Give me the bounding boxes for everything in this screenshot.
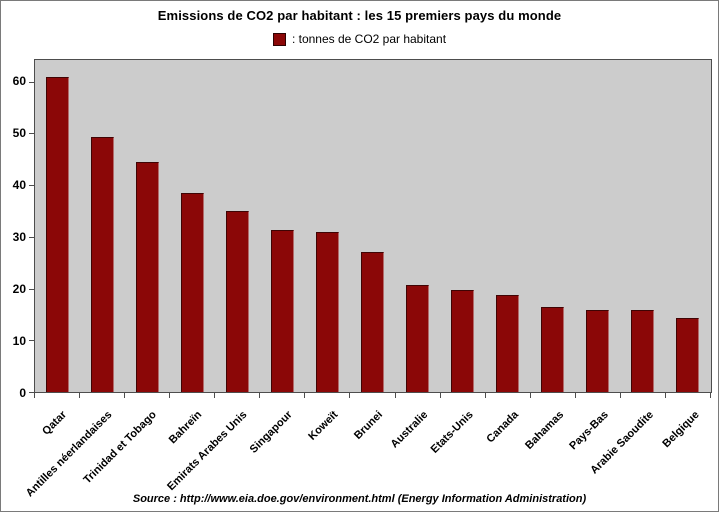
y-tick [29, 81, 35, 83]
bar [90, 137, 114, 392]
x-category-label: Singapour [247, 408, 295, 456]
x-category-label: Brunei [352, 408, 386, 442]
bar [315, 232, 339, 392]
y-tick [29, 340, 35, 342]
x-category-label: Qatar [40, 408, 69, 438]
bar [270, 229, 294, 392]
y-tick [29, 236, 35, 238]
x-category-label: Pays-Bas [567, 408, 612, 453]
legend-label: : tonnes de CO2 par habitant [291, 32, 447, 46]
x-tick [710, 393, 711, 398]
x-axis-labels: Qatar Antilles néerlandaises Trinidad et T… [23, 397, 712, 500]
y-tick-label: 60 [12, 73, 26, 88]
y-tick [29, 288, 35, 290]
x-category-label: Canada [484, 408, 521, 446]
bar [676, 318, 700, 392]
x-tick [349, 393, 351, 398]
x-category-label: Bahreïn [166, 408, 205, 447]
source-caption: Source : http://www.eia.doe.gov/environm… [132, 493, 587, 505]
y-axis: 0 10 20 30 40 50 60 [1, 59, 28, 400]
x-tick [664, 393, 666, 398]
y-tick-label: 50 [12, 125, 26, 140]
bar [631, 310, 655, 392]
plot-area [29, 59, 712, 398]
y-tick-label: 20 [12, 281, 26, 296]
x-tick [124, 393, 126, 398]
x-category-label: Bahamas [522, 408, 567, 452]
y-tick-label: 30 [12, 229, 26, 244]
y-tick-label: 40 [12, 177, 26, 192]
y-tick-label: 0 [19, 386, 26, 400]
x-tick [34, 393, 35, 398]
y-tick [29, 392, 35, 393]
bar [361, 252, 384, 392]
x-tick [79, 393, 81, 398]
x-category-label: Koweït [306, 408, 341, 443]
x-tick [214, 393, 216, 398]
x-tick [574, 393, 576, 398]
bar [135, 162, 159, 392]
x-category-label: Belgique [660, 408, 702, 451]
legend-swatch-icon [272, 32, 286, 46]
x-tick [169, 393, 171, 398]
x-tick [304, 393, 306, 398]
bar [45, 76, 69, 392]
x-category-label: Emirats Arabes Unis [165, 408, 250, 494]
x-tick [529, 393, 531, 398]
bar [586, 309, 610, 392]
bar [225, 211, 249, 392]
bar [541, 306, 565, 392]
bar [451, 289, 475, 392]
y-tick-label: 10 [12, 333, 26, 348]
bar [496, 294, 520, 392]
x-category-label: Etats-Unis [428, 408, 476, 456]
y-tick [29, 185, 35, 187]
bar [180, 192, 204, 392]
x-category-label: Australie [388, 408, 431, 451]
x-tick [259, 393, 261, 398]
x-tick [484, 393, 486, 398]
x-tick [619, 393, 621, 398]
legend: : tonnes de CO2 par habitant [1, 31, 718, 47]
x-tick [394, 393, 396, 398]
x-category-label: Antilles néerlandaises [23, 408, 115, 500]
y-tick [29, 133, 35, 135]
chart-title: Emissions de CO2 par habitant : les 15 p… [157, 8, 562, 23]
bar [406, 285, 430, 392]
x-tick [439, 393, 441, 398]
